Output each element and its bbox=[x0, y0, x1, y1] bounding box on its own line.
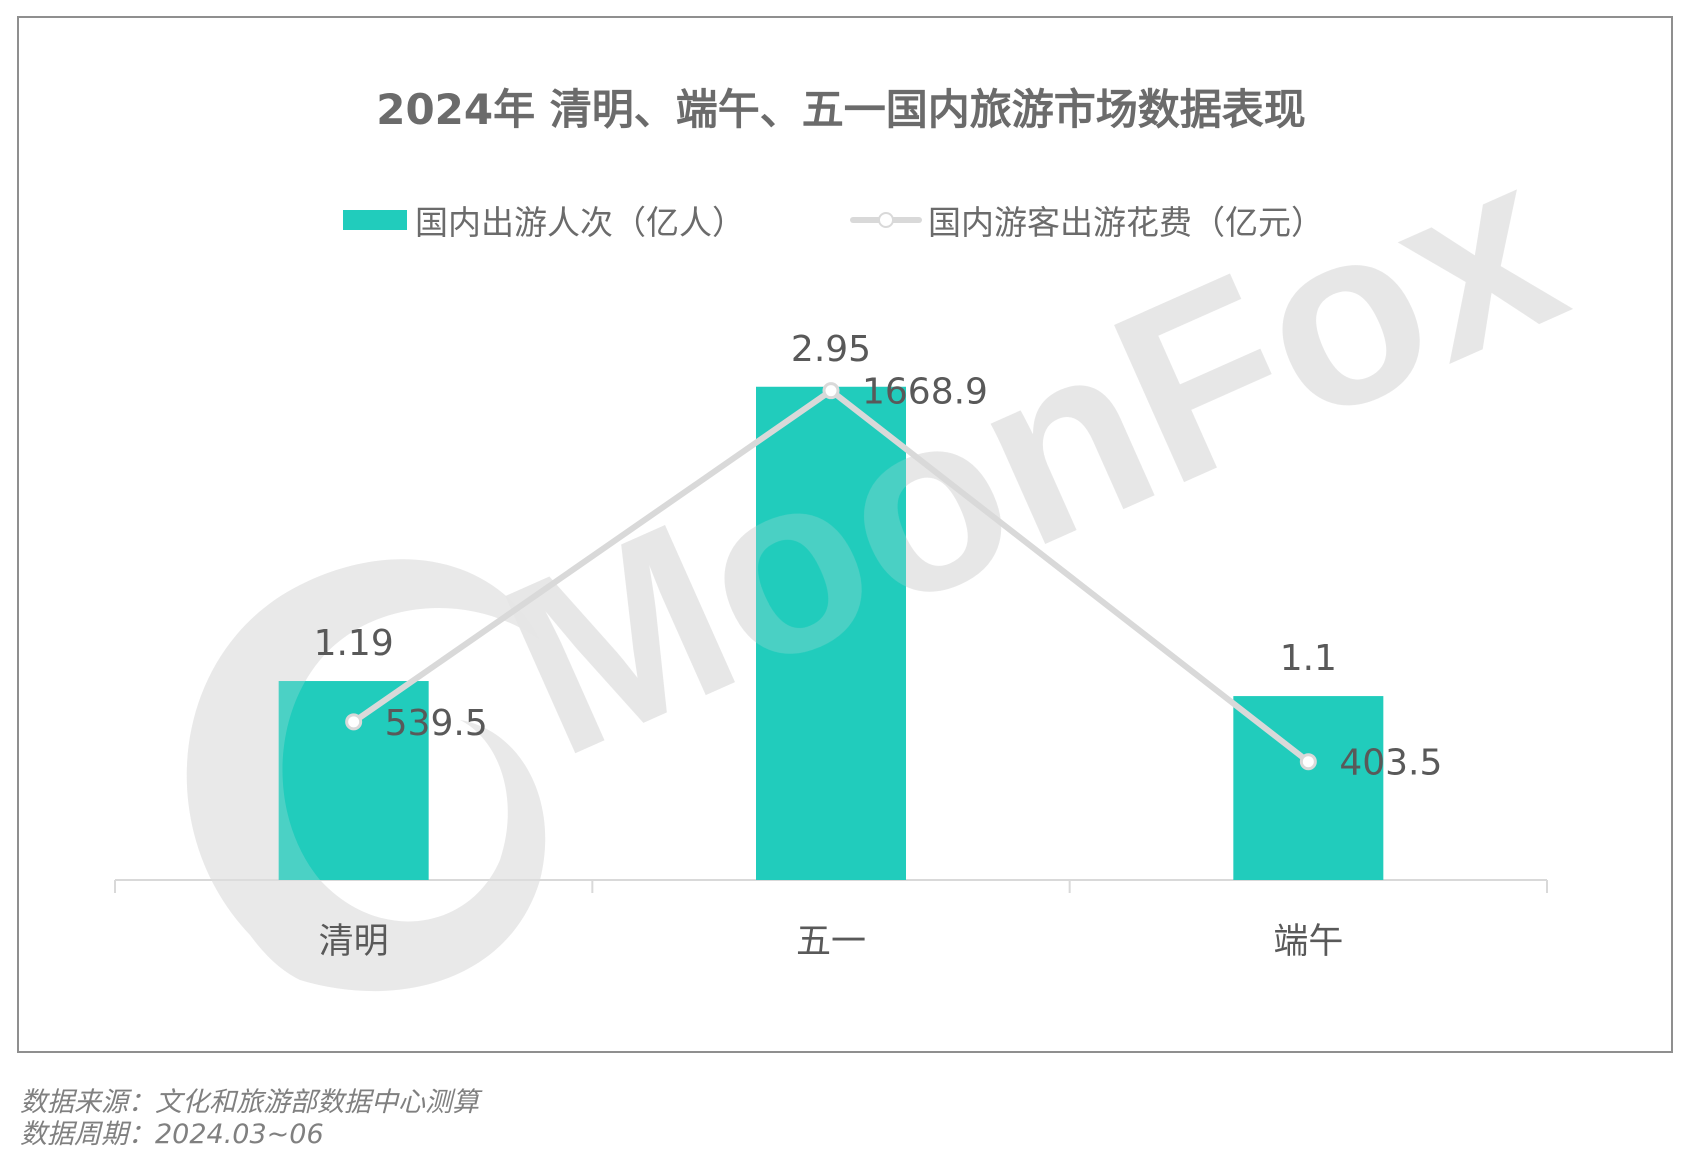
legend-item-line: 国内游客出游花费（亿元） bbox=[850, 198, 1324, 242]
category-label: 五一 bbox=[796, 922, 866, 962]
category-label: 清明 bbox=[319, 922, 389, 962]
line-series bbox=[345, 382, 1317, 771]
line-point-marker-icon bbox=[822, 382, 840, 400]
watermark-text: MoonFox bbox=[468, 102, 1596, 809]
data-labels: 1.19 2.95 1.1 539.5 1668.9 403.5 bbox=[314, 329, 1443, 784]
line-value-label: 539.5 bbox=[385, 703, 488, 744]
legend-bar-swatch-icon bbox=[343, 210, 407, 230]
line-point-marker-icon bbox=[1299, 753, 1317, 771]
line-point-marker-icon bbox=[345, 713, 363, 731]
category-labels: 清明 五一 端午 bbox=[319, 922, 1344, 962]
bar-五一 bbox=[756, 386, 906, 880]
bar-value-label: 1.1 bbox=[1280, 638, 1337, 679]
footer-source: 数据来源：文化和旅游部数据中心测算 bbox=[20, 1087, 479, 1118]
bar-value-label: 1.19 bbox=[314, 623, 394, 664]
bar-value-label: 2.95 bbox=[791, 329, 871, 370]
chart-legend: 国内出游人次（亿人） 国内游客出游花费（亿元） bbox=[0, 198, 1682, 242]
footer-period: 数据周期：2024.03~06 bbox=[20, 1119, 324, 1150]
line-value-label: 403.5 bbox=[1339, 743, 1442, 784]
legend-label-line: 国内游客出游花费（亿元） bbox=[928, 203, 1324, 242]
chart-title: 2024年 清明、端午、五一国内旅游市场数据表现 bbox=[376, 85, 1306, 134]
category-label: 端午 bbox=[1273, 922, 1343, 962]
legend-line-marker-icon bbox=[850, 210, 922, 230]
legend-label-bar: 国内出游人次（亿人） bbox=[415, 203, 745, 242]
legend-item-bar: 国内出游人次（亿人） bbox=[343, 198, 745, 242]
line-value-label: 1668.9 bbox=[862, 372, 988, 413]
bar-series bbox=[278, 386, 1384, 880]
bar-端午 bbox=[1233, 696, 1384, 880]
